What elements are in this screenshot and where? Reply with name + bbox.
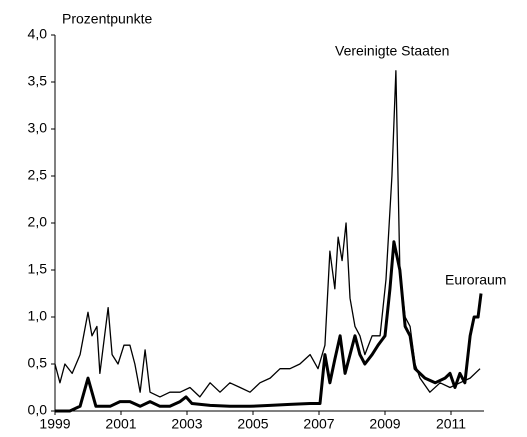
series-line — [54, 70, 481, 398]
y-tick-label: 1,5 — [28, 261, 48, 277]
x-tick-label: 2007 — [303, 416, 334, 432]
y-tick-label: 3,0 — [28, 120, 48, 136]
series-label: Vereinigte Staaten — [335, 43, 449, 59]
y-tick-label: 3,5 — [28, 73, 48, 89]
y-tick-label: 2,5 — [28, 167, 48, 183]
series-label: Euroraum — [445, 272, 506, 288]
y-tick-label: 1,0 — [28, 308, 48, 324]
y-tick-label: 0,0 — [28, 402, 48, 418]
y-tick-label: 0,5 — [28, 355, 48, 371]
x-tick-label: 2005 — [237, 416, 268, 432]
y-axis-label: Prozentpunkte — [62, 11, 152, 27]
y-tick-label: 2,0 — [28, 214, 48, 230]
series-line — [55, 240, 483, 413]
x-tick-label: 2001 — [105, 416, 136, 432]
x-tick-label: 1999 — [39, 416, 70, 432]
x-tick-label: 2003 — [171, 416, 202, 432]
x-tick-label: 2009 — [369, 416, 400, 432]
y-tick-label: 4,0 — [28, 26, 48, 42]
x-tick-label: 2011 — [436, 416, 466, 432]
